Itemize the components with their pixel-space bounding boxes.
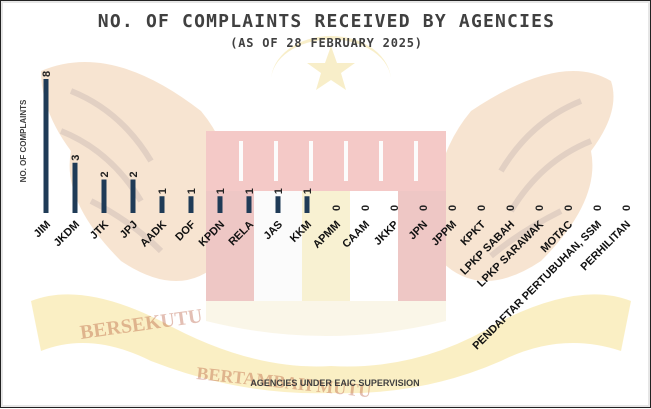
value-label-jpn: 0 (418, 205, 430, 211)
bar-jkdm (72, 162, 78, 213)
bar-jtk (101, 179, 107, 213)
right-tiger-icon (435, 71, 614, 281)
bar-aadk (159, 196, 165, 213)
bar-jim (43, 79, 49, 213)
category-label-caam: CAAM (340, 219, 372, 251)
bar-rela (246, 196, 252, 213)
value-label-lpkp-sarawak: 0 (534, 205, 546, 211)
value-label-dof: 1 (186, 188, 198, 194)
value-label-jkdm: 3 (70, 155, 82, 161)
value-label-jas: 1 (273, 188, 285, 194)
value-label-lpkp-sabah: 0 (505, 205, 517, 211)
value-label-jtk: 2 (99, 171, 111, 177)
value-label-pendaftar-pertubuhan-ssm: 0 (592, 205, 604, 211)
chart-subtitle: (AS OF 28 FEBRUARY 2025) (230, 36, 423, 50)
category-label-jas: JAS (261, 219, 285, 243)
bar-dof (188, 196, 194, 213)
value-label-jpj: 2 (128, 171, 140, 177)
bar-jpj (130, 179, 136, 213)
category-label-kkm: KKM (288, 219, 314, 245)
value-label-caam: 0 (360, 205, 372, 211)
value-label-motac: 0 (563, 205, 575, 211)
category-label-kpdn: KPDN (197, 219, 228, 250)
bar-kpdn (217, 196, 223, 213)
motto-scroll (31, 294, 631, 394)
category-label-jpn: JPN (406, 219, 430, 243)
y-axis-label: NO. OF COMPLAINTS (19, 99, 28, 182)
category-label-aadk: AADK (138, 219, 169, 250)
category-label-jkkp: JKKP (372, 219, 401, 248)
star-icon (307, 46, 355, 90)
category-label-jkdm: JKDM (52, 219, 83, 250)
value-label-kkm: 1 (302, 188, 314, 194)
left-tiger-icon (41, 62, 233, 281)
value-label-aadk: 1 (157, 188, 169, 194)
value-label-jim: 8 (41, 71, 53, 77)
shield-top (206, 131, 446, 191)
value-label-kpkt: 0 (476, 205, 488, 211)
category-label-jpj: JPJ (118, 219, 140, 241)
category-label-jppm: JPPM (429, 219, 459, 249)
value-label-jkkp: 0 (389, 205, 401, 211)
bar-jas (275, 196, 281, 213)
category-label-apmm: APMM (311, 219, 343, 251)
value-label-apmm: 0 (331, 205, 343, 211)
bar-kkm (304, 196, 310, 213)
value-label-jppm: 0 (447, 205, 459, 211)
value-label-perhilitan: 0 (621, 205, 633, 211)
category-label-jim: JIM (32, 219, 53, 240)
value-label-rela: 1 (244, 188, 256, 194)
category-label-jtk: JTK (88, 219, 111, 242)
category-label-dof: DOF (173, 218, 198, 243)
category-label-rela: RELA (226, 219, 256, 249)
value-label-kpdn: 1 (215, 188, 227, 194)
chart-title: NO. OF COMPLAINTS RECEIVED BY AGENCIES (97, 11, 556, 32)
x-axis-label: AGENCIES UNDER EAIC SUPERVISION (250, 378, 420, 388)
